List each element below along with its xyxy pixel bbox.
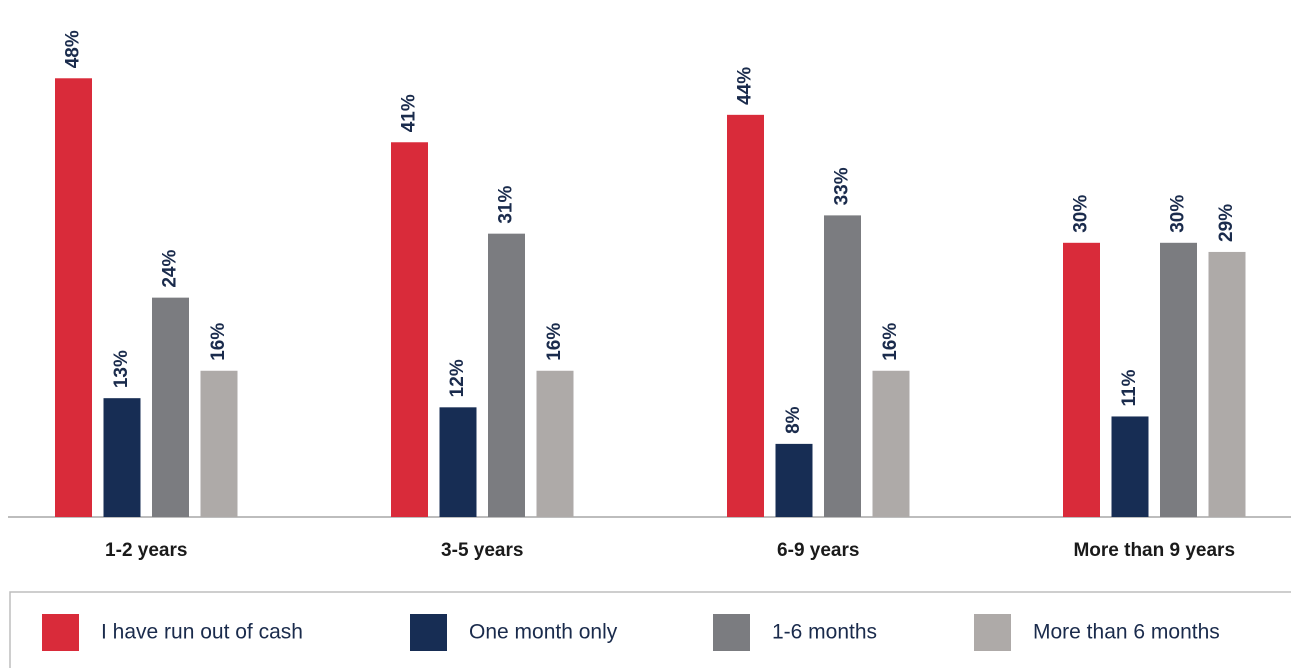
value-label: 16% [880,323,901,361]
bar [200,370,238,517]
value-label: 30% [1071,195,1092,233]
bar [1111,416,1149,517]
bar [103,398,141,517]
bar [55,78,92,517]
value-label: 30% [1168,195,1189,233]
legend-swatch [42,614,79,651]
bar [775,443,813,517]
x-tick-label: 6-9 years [777,540,859,561]
bar [872,370,910,517]
value-label: 13% [111,350,132,388]
x-tick-label: 1-2 years [105,540,187,561]
value-label: 44% [735,67,756,105]
value-label: 33% [832,167,853,205]
bar [391,142,428,517]
value-label: 24% [160,250,181,288]
value-label: 16% [208,323,229,361]
value-label: 41% [399,94,420,132]
legend-label: One month only [469,621,618,644]
value-label: 12% [447,359,468,397]
bar [152,297,189,517]
value-label: 8% [783,406,804,434]
value-label: 16% [544,323,565,361]
x-tick-label: 3-5 years [441,540,523,561]
bar [1160,242,1197,518]
bar [824,215,861,517]
bar [536,370,574,517]
legend-swatch [713,614,750,651]
legend-label: More than 6 months [1033,621,1220,644]
legend-swatch [410,614,447,651]
legend-swatch [974,614,1011,651]
bar [1208,251,1246,517]
legend-label: I have run out of cash [101,621,303,644]
bar [488,233,525,517]
legend-label: 1-6 months [772,621,877,644]
value-label: 31% [496,186,517,224]
bar [1063,242,1100,518]
bar [727,114,764,517]
x-tick-label: More than 9 years [1073,540,1235,561]
bar [439,407,477,517]
value-label: 11% [1119,369,1140,406]
legend-box [9,591,1291,668]
value-label: 29% [1216,204,1237,242]
value-label: 48% [63,30,84,68]
